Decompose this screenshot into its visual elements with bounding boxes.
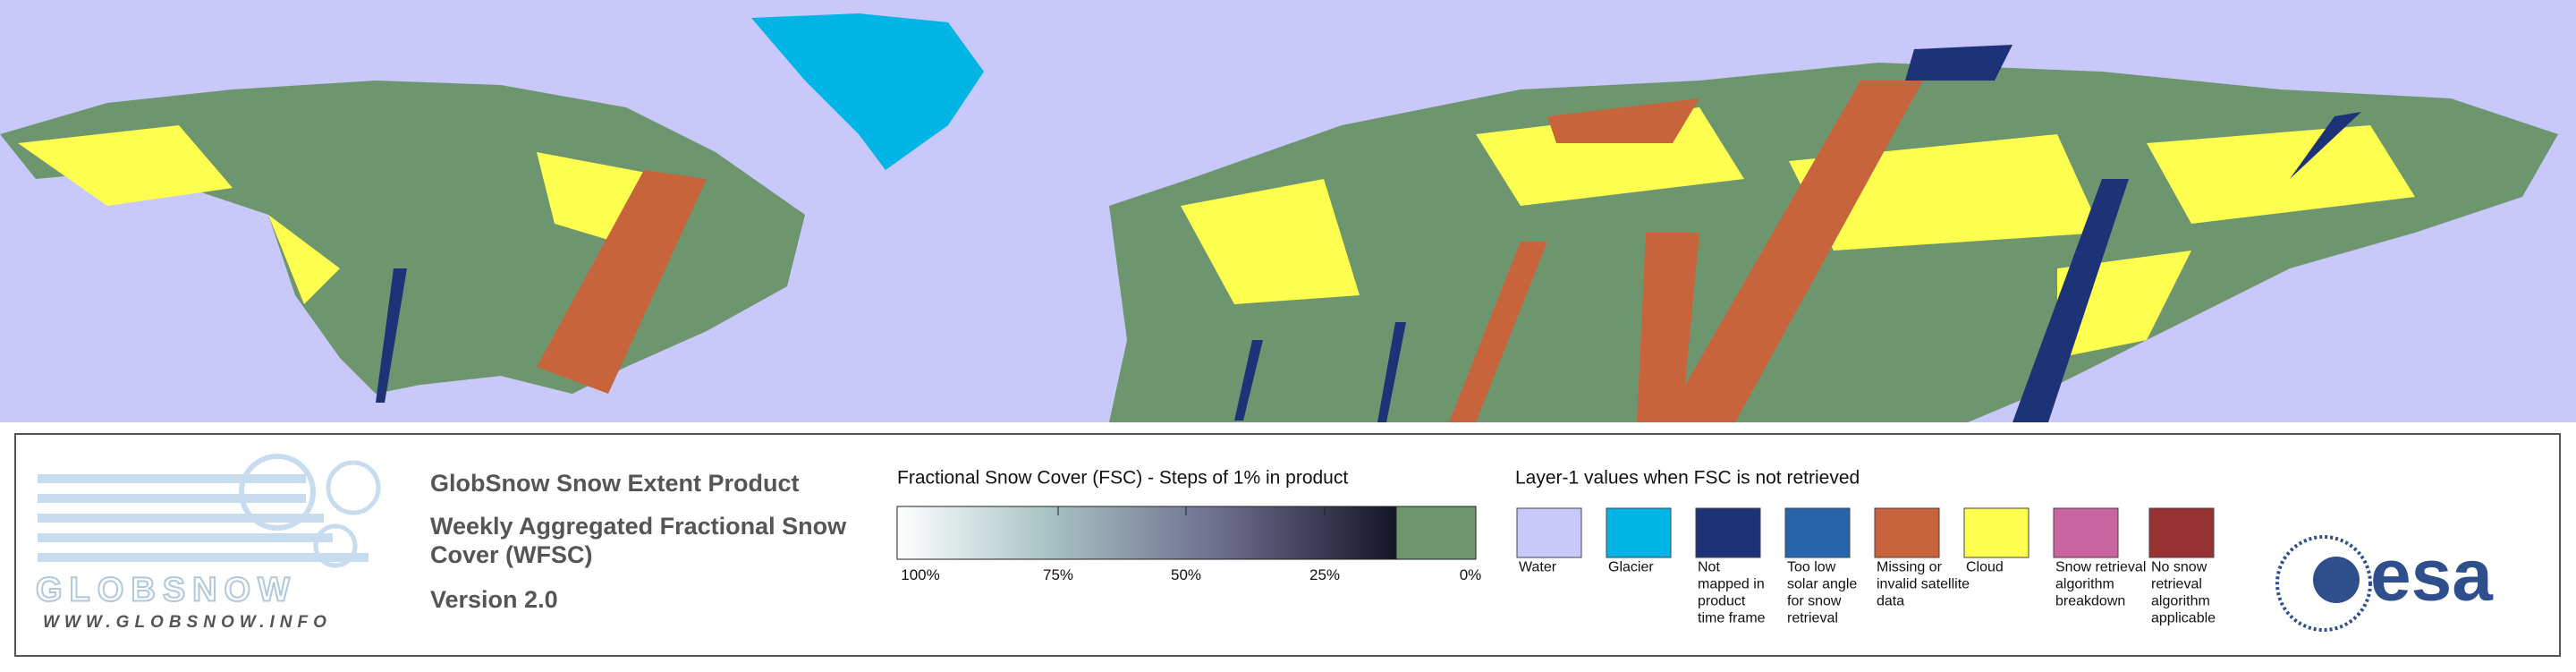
legend-label: time frame: [1698, 610, 1766, 625]
legend-label: No snow: [2151, 559, 2207, 574]
layer1-title: Layer-1 values when FSC is not retrieved: [1515, 467, 1860, 488]
fsc-tick-label: 50%: [1171, 566, 1201, 583]
product-title: GlobSnow Snow Extent Product: [430, 470, 800, 497]
snow-map: [0, 0, 2576, 422]
legend-label: mapped in: [1698, 576, 1765, 591]
product-version: Version 2.0: [430, 586, 558, 613]
legend-label: Snow retrieval: [2055, 559, 2146, 574]
legend-swatch: [1606, 507, 1672, 558]
legend-swatch: [1516, 507, 1582, 558]
legend-label: Cloud: [1966, 559, 2004, 574]
legend-label: invalid satellite: [1877, 576, 1970, 591]
legend-swatch: [1695, 507, 1761, 558]
legend-label: Too low: [1787, 559, 1836, 574]
fsc-tick-label: 25%: [1309, 566, 1340, 583]
fsc-title: Fractional Snow Cover (FSC) - Steps of 1…: [897, 467, 1348, 488]
product-subtitle: Weekly Aggregated Fractional Snow: [430, 513, 847, 540]
legend-label: Missing or: [1877, 559, 1943, 574]
logo-url: WWW.GLOBSNOW.INFO: [43, 613, 332, 632]
legend-label: Not: [1698, 559, 1720, 574]
logo-name: GLOBSNOW: [36, 571, 297, 608]
legend-label: for snow: [1787, 593, 1842, 608]
legend-label: retrieval: [2151, 576, 2202, 591]
globsnow-logo: GLOBSNOW WWW.GLOBSNOW.INFO: [35, 454, 381, 632]
legend-label: Glacier: [1608, 559, 1654, 574]
esa-logo: esa: [2275, 534, 2494, 632]
fsc-colorbar: [896, 506, 1397, 560]
fsc-zero-swatch: [1395, 506, 1477, 560]
legend-label: algorithm: [2151, 593, 2210, 608]
fsc-tick-label: 0%: [1460, 566, 1482, 583]
fsc-tick-label: 100%: [901, 566, 939, 583]
legend-label: applicable: [2151, 610, 2216, 625]
legend-swatch: [2148, 507, 2215, 558]
legend-swatch: [1874, 507, 1940, 558]
legend-label: algorithm: [2055, 576, 2114, 591]
legend-label: product: [1698, 593, 1746, 608]
agency-name: esa: [2370, 534, 2494, 616]
legend-swatch: [1784, 507, 1851, 558]
legend-swatch: [2053, 507, 2119, 558]
product-subtitle: Cover (WFSC): [430, 541, 593, 568]
legend-label: solar angle: [1787, 576, 1857, 591]
legend-label: retrieval: [1787, 610, 1838, 625]
legend-swatch: [1963, 507, 2029, 558]
legend-label: breakdown: [2055, 593, 2125, 608]
legend-label: data: [1877, 593, 1904, 608]
fsc-tick-label: 75%: [1043, 566, 1073, 583]
legend-label: Water: [1519, 559, 1557, 574]
